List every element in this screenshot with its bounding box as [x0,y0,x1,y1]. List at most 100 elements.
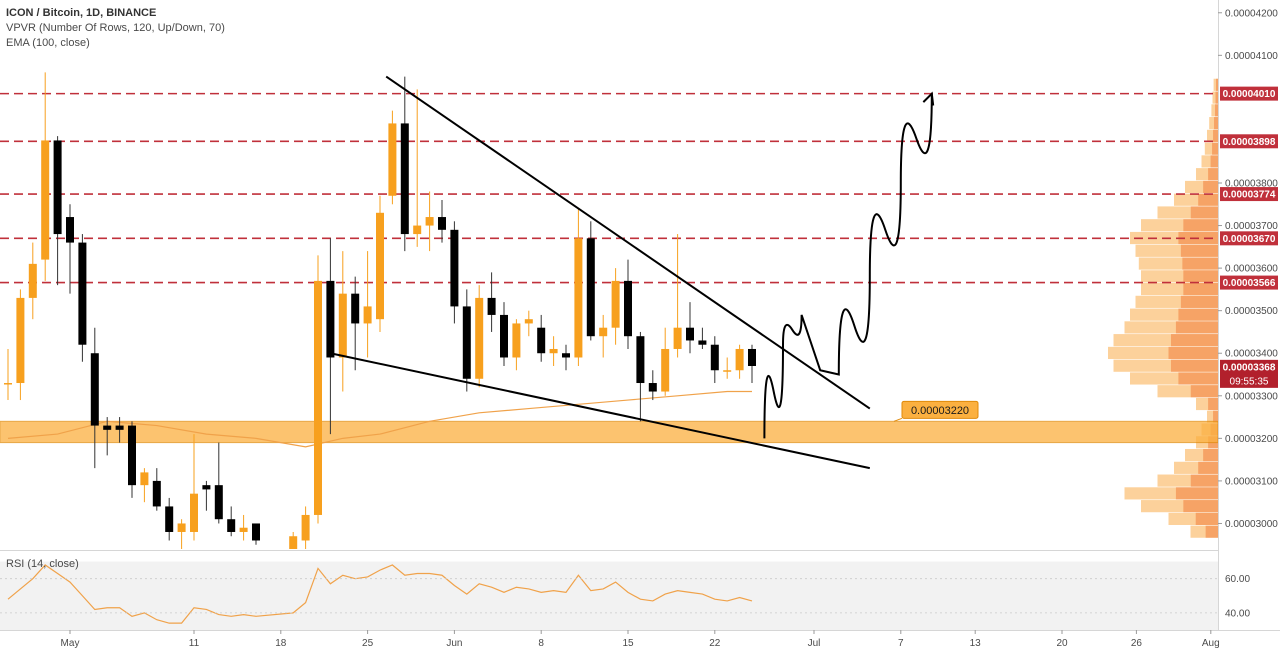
vpvr-row-dark [1215,104,1218,117]
candle-body [400,123,409,235]
resistance-badge-box [1220,86,1278,101]
candle-body [388,123,397,196]
candle-down [710,336,719,384]
current-price-badge: 0.00003368 09:55:35 [1220,359,1278,388]
price-tick-label: 0.00003500 [1225,306,1278,317]
candle-up [611,268,620,345]
candle-body [723,370,732,372]
rsi-line [7,564,753,624]
candle-body [53,140,62,235]
price-tick-label: 0.00004100 [1225,51,1278,62]
candle-body [500,314,508,358]
time-tick-label: 8 [538,638,544,649]
candle-up [239,514,248,541]
vpvr-row-dark [1210,155,1218,168]
candle-body [698,340,707,345]
time-tick-label: 11 [189,638,200,649]
candle-body [574,238,583,358]
candle-down [115,417,124,443]
candle-body [351,293,360,324]
current-price-box [1220,359,1278,388]
candle-body [673,327,682,349]
candle-body [338,293,347,358]
candle-down [202,480,211,511]
resistance-badge-box [1220,134,1278,149]
price-tick-label: 0.00003100 [1225,476,1278,487]
candle-down [537,314,546,362]
support-zone [0,420,1218,444]
resistance-badge: 0.00003774 [1220,187,1278,202]
candle-body [438,217,446,230]
candle-body [376,212,384,320]
vpvr-row-dark [1203,448,1218,462]
candle-body [41,140,50,260]
time-tick-label: 26 [1131,638,1143,649]
candle-down [227,506,236,537]
candle-body [66,217,74,243]
resistance-badge-box [1220,231,1278,246]
vpvr-row-dark [1183,283,1218,296]
vpvr-row-dark [1213,129,1218,142]
candle-up [301,506,310,549]
price-tick-label: 0.00003700 [1225,221,1278,232]
candle-down [462,289,471,392]
candle-body [190,493,198,532]
candle-body [165,506,174,532]
rsi-tick-label: 60.00 [1225,574,1250,585]
candle-up [549,336,558,366]
vpvr-row-dark [1215,91,1218,104]
vpvr-row [1213,78,1218,91]
candle-body [624,280,632,337]
candle-up [376,195,384,332]
vpvr-row-dark [1213,410,1218,423]
candle-body [152,480,161,507]
projection-arrowhead [922,91,935,106]
resistance-badge: 0.00003670 [1220,231,1278,246]
resistance-badge: 0.00004010 [1220,86,1278,101]
support-callout-box [901,400,979,419]
candle-body [78,242,87,345]
candle-body [611,280,620,328]
vpvr-row-dark [1205,525,1218,538]
candle-up [512,319,521,371]
resistance-badge-box [1220,275,1278,290]
time-tick-label: Jun [446,638,462,649]
vpvr-row-dark [1183,500,1218,513]
time-tick-label: 7 [898,638,904,649]
candle-up [140,468,149,503]
price-tick-label: 0.00003000 [1225,519,1278,530]
time-tick-label: 15 [622,638,634,649]
support-callout-pointer [893,417,903,422]
candle-up [574,208,583,366]
candle-body [103,425,112,430]
resistance-badge-label: 0.00003898 [1223,137,1276,148]
vpvr-row-dark [1198,193,1218,206]
candle-down [66,204,74,294]
vpvr-row-dark [1175,487,1218,500]
resistance-badge-label: 0.00003670 [1223,234,1276,245]
candle-up [524,310,533,337]
vpvr-row-dark [1195,512,1218,525]
candle-up [413,89,422,247]
candle-up [363,251,372,358]
candle-body [363,306,372,324]
vpvr-row [1212,91,1218,104]
vpvr-row-dark [1178,308,1218,321]
candle-down [586,221,595,341]
candle-down [698,327,707,349]
candle-up [388,110,397,205]
time-tick-label: May [61,638,80,649]
vpvr-row-dark [1180,295,1218,308]
candle-down [450,221,459,324]
candle-body [128,425,136,486]
price-tick-label: 0.00003300 [1225,391,1278,402]
candle-body [710,344,719,371]
candle-body [16,297,25,384]
candle-up [41,72,50,281]
candle-up [661,327,670,396]
resistance-badge: 0.00003566 [1220,275,1278,290]
candle-up [314,255,322,524]
ema-line [7,390,752,448]
